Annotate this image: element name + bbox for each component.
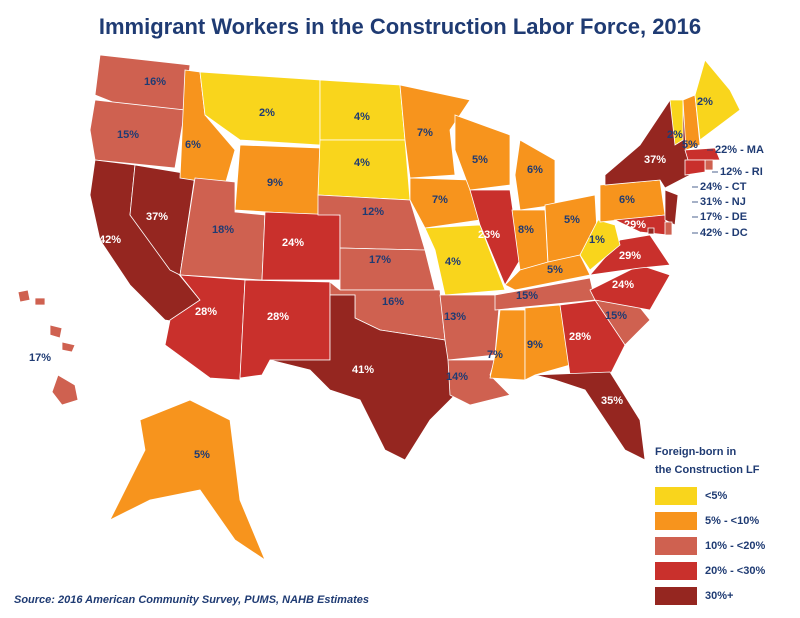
state-label: 6% — [619, 194, 635, 206]
state — [604, 99, 691, 189]
legend-label: 20% - <30% — [705, 565, 765, 577]
state-label: 12% — [362, 206, 384, 218]
state-label: 7% — [417, 127, 433, 139]
legend-swatch — [655, 537, 697, 555]
state-label: 2% — [259, 107, 275, 119]
legend-label: 30%+ — [705, 590, 733, 602]
state — [469, 189, 521, 286]
state-label: 1% — [589, 234, 605, 246]
state-label: 2% — [667, 129, 683, 141]
legend-label: 10% - <20% — [705, 540, 765, 552]
legend-swatch — [655, 512, 697, 530]
legend-swatch — [655, 587, 697, 605]
state-label: 42% - DC — [700, 227, 748, 239]
state — [199, 71, 321, 146]
state-label: 5% — [547, 264, 563, 276]
state — [454, 114, 511, 191]
state-label: 16% — [382, 296, 404, 308]
legend-title: Foreign-born in — [655, 446, 737, 458]
state-label: 28% — [267, 311, 289, 323]
state-label: 37% — [146, 211, 168, 223]
state — [34, 297, 46, 306]
state-label: 41% — [352, 364, 374, 376]
state — [109, 399, 266, 562]
state-label: 15% — [516, 290, 538, 302]
title: Immigrant Workers in the Construction La… — [99, 14, 701, 39]
state — [514, 139, 556, 211]
state-label: 12% - RI — [720, 166, 763, 178]
state — [534, 371, 646, 461]
state-label: 17% — [369, 254, 391, 266]
state-label: 7% — [487, 349, 503, 361]
state-label: 2% — [697, 96, 713, 108]
state-label: 16% — [144, 76, 166, 88]
state — [399, 84, 471, 179]
state — [409, 177, 481, 229]
state-label: 42% — [99, 234, 121, 246]
state — [424, 224, 506, 296]
state-label: 31% - NJ — [700, 196, 746, 208]
state-label: 5% — [472, 154, 488, 166]
state — [579, 219, 621, 271]
state — [684, 147, 721, 161]
state — [669, 99, 684, 146]
state-label: 23% — [478, 229, 500, 241]
state-label: 37% — [644, 154, 666, 166]
state-label: 9% — [527, 339, 543, 351]
state — [524, 304, 571, 381]
state — [51, 374, 79, 406]
state-label: 13% — [444, 311, 466, 323]
legend-label: 5% - <10% — [705, 515, 759, 527]
state-label: 24% — [612, 279, 634, 291]
state-label: 22% - MA — [715, 144, 764, 156]
state — [694, 59, 741, 141]
legend-label: <5% — [705, 490, 728, 502]
state-label: 29% — [619, 250, 641, 262]
state — [317, 139, 411, 201]
legend-swatch — [655, 487, 697, 505]
state-label: 35% — [601, 395, 623, 407]
state-label: 28% — [569, 331, 591, 343]
state-label: 5% — [194, 449, 210, 461]
state — [17, 289, 31, 303]
state — [682, 94, 701, 151]
state — [269, 294, 456, 461]
state — [664, 189, 679, 226]
state-label: 17% — [29, 352, 51, 364]
state-label: 15% — [117, 129, 139, 141]
state-label: 4% — [354, 111, 370, 123]
state-label: 17% - DE — [700, 211, 747, 223]
state — [704, 159, 714, 171]
state — [684, 159, 706, 176]
state-label: 6% — [185, 139, 201, 151]
state — [61, 341, 76, 353]
state-label: 5% — [564, 214, 580, 226]
state-label: 18% — [212, 224, 234, 236]
state-label: 14% — [446, 371, 468, 383]
state — [664, 221, 673, 236]
state-label: 6% — [527, 164, 543, 176]
state-label: 4% — [445, 256, 461, 268]
state-label: 8% — [518, 224, 534, 236]
state — [489, 309, 526, 381]
state — [49, 324, 63, 339]
state — [439, 294, 501, 361]
state-label: 28% — [195, 306, 217, 318]
state-label: 9% — [267, 177, 283, 189]
state — [647, 227, 655, 235]
legend-title: the Construction LF — [655, 464, 760, 476]
state-label: 7% — [432, 194, 448, 206]
legend-swatch — [655, 562, 697, 580]
state-label: 24% - CT — [700, 181, 747, 193]
source: Source: 2016 American Community Survey, … — [14, 594, 369, 606]
state-label: 15% — [605, 310, 627, 322]
state-label: 29% — [624, 219, 646, 231]
state — [89, 99, 186, 169]
state-label: 4% — [354, 157, 370, 169]
state-label: 5% — [682, 139, 698, 151]
state-label: 24% — [282, 237, 304, 249]
